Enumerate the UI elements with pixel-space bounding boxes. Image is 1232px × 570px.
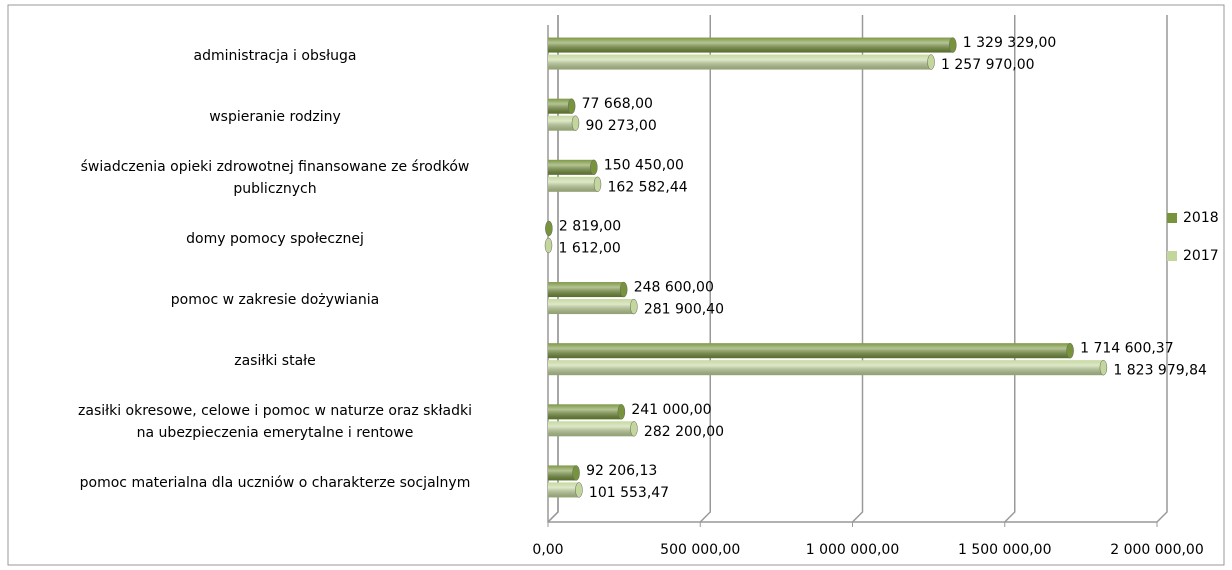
category-label: zasiłki stałe — [234, 353, 316, 370]
x-tick-label: 1 000 000,00 — [806, 542, 900, 558]
bar-shine — [548, 343, 1071, 359]
bar-shine — [548, 159, 594, 175]
x-tick-label: 2 000 000,00 — [1110, 542, 1204, 558]
legend-label: 2018 — [1183, 210, 1219, 226]
bar-cap — [575, 482, 583, 498]
bar-cap — [630, 421, 638, 437]
bar-cap — [567, 98, 576, 114]
bar-cap — [1099, 359, 1108, 376]
x-tick-label: 500 000,00 — [660, 542, 740, 558]
value-label: 1 257 970,00 — [941, 57, 1035, 73]
legend-swatch — [1167, 251, 1177, 261]
value-label: 282 200,00 — [644, 424, 724, 440]
bar-shine — [548, 465, 577, 481]
value-label: 77 668,00 — [582, 96, 653, 112]
bar-cap — [572, 465, 580, 481]
legend-label: 2017 — [1183, 248, 1219, 264]
bar-shine — [548, 176, 598, 192]
bar-shine — [548, 115, 576, 131]
bar-shine — [548, 282, 624, 298]
value-label: 1 714 600,37 — [1080, 341, 1174, 357]
bar-cap — [544, 237, 553, 254]
bar-cap — [949, 37, 957, 53]
bar-shine — [548, 299, 634, 315]
value-label: 2 819,00 — [559, 218, 621, 234]
bar-shine — [548, 421, 634, 437]
x-tick-label: 1 500 000,00 — [958, 542, 1052, 558]
bar-cap — [630, 298, 638, 315]
bar-cap — [619, 281, 628, 298]
category-label: świadczenia opieki zdrowotnej finansowan… — [80, 158, 470, 197]
value-label: 150 450,00 — [604, 157, 684, 173]
chart-border — [7, 4, 1225, 566]
category-label: zasiłki okresowe, celowe i pomoc w natur… — [78, 403, 472, 442]
category-label: wspieranie rodziny — [209, 108, 341, 125]
bar-cap — [590, 159, 598, 176]
grid-line — [851, 15, 864, 523]
value-label: 1 329 329,00 — [963, 35, 1057, 51]
axis-wall — [547, 15, 559, 523]
value-label: 281 900,40 — [644, 302, 724, 318]
bar-cap — [617, 404, 626, 420]
bar-shine — [548, 360, 1104, 376]
legend-swatch — [1167, 213, 1177, 223]
category-label: pomoc materialna dla uczniów o charakter… — [79, 475, 471, 492]
bar-shine — [548, 37, 953, 53]
category-label: administracja i obsługa — [193, 47, 357, 64]
bar-cap — [545, 220, 553, 237]
value-label: 101 553,47 — [589, 485, 669, 501]
value-label: 92 206,13 — [586, 463, 657, 479]
bar-cap — [571, 115, 580, 131]
bar-shine — [548, 482, 579, 498]
bar-cap — [593, 176, 602, 193]
bar-shine — [548, 404, 622, 420]
category-label: pomoc w zakresie dożywiania — [170, 292, 380, 309]
x-tick-label: 0,00 — [532, 542, 563, 558]
value-label: 1 823 979,84 — [1113, 363, 1207, 379]
grid-line — [1156, 15, 1168, 523]
value-label: 162 582,44 — [608, 179, 688, 195]
grid-line — [699, 15, 711, 523]
bar-cap — [1066, 342, 1074, 359]
value-label: 248 600,00 — [634, 280, 714, 296]
value-label: 90 273,00 — [585, 118, 656, 134]
grid-line — [1004, 15, 1016, 523]
bar-shine — [548, 98, 572, 114]
grid-line — [547, 15, 559, 523]
category-label: domy pomocy społecznej — [186, 230, 364, 247]
value-label: 1 612,00 — [558, 240, 620, 256]
value-label: 241 000,00 — [631, 402, 711, 418]
bar-shine — [548, 54, 932, 70]
bar-cap — [927, 54, 935, 70]
